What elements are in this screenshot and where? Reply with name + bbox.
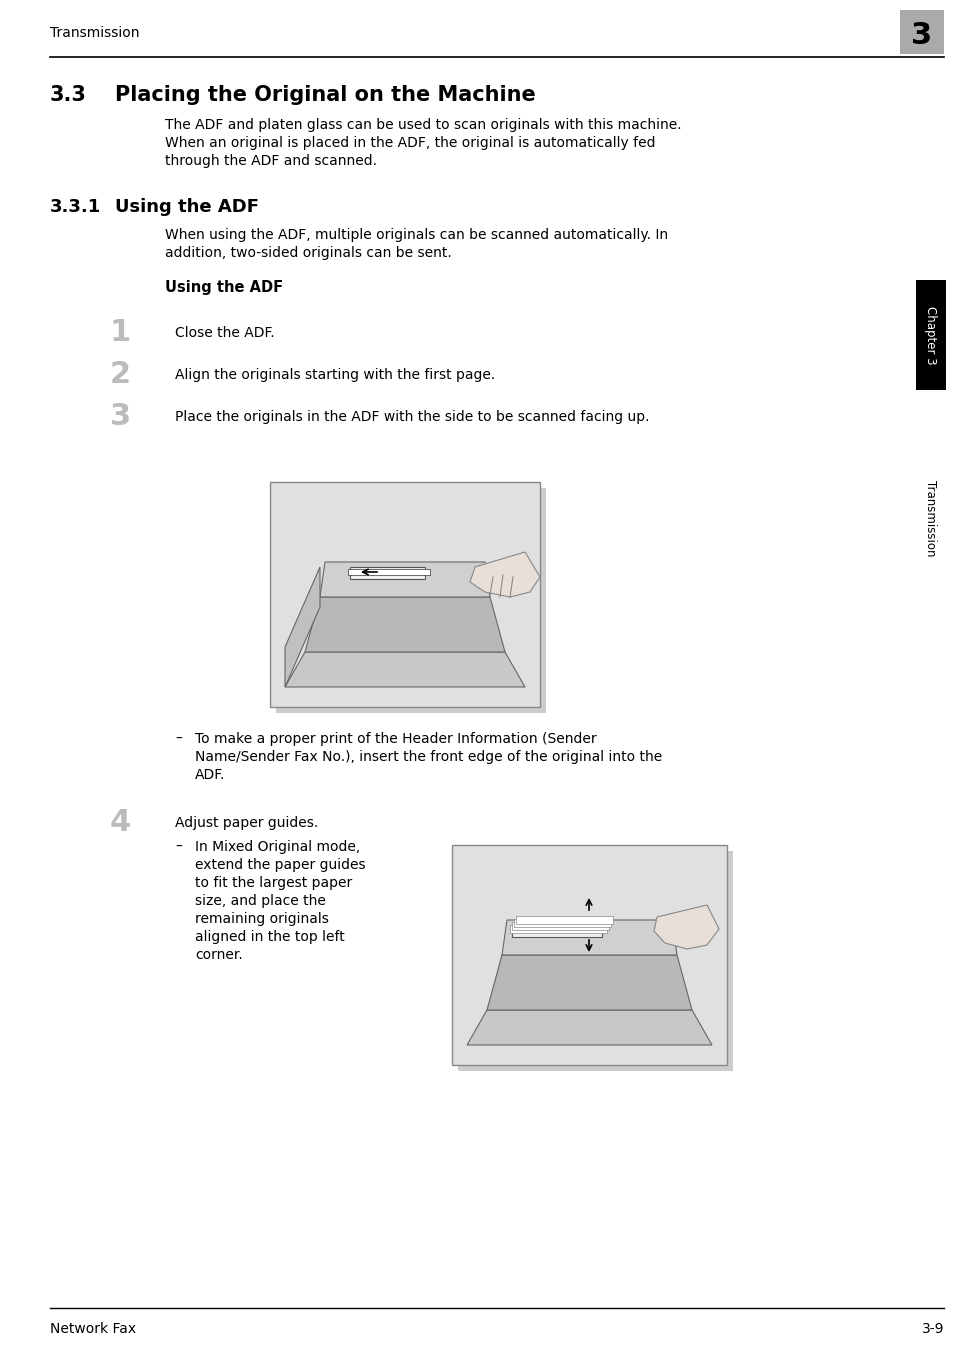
Bar — [452, 845, 726, 1065]
Polygon shape — [654, 904, 719, 949]
Text: 3: 3 — [910, 20, 932, 50]
Bar — [457, 850, 732, 1071]
Text: When an original is placed in the ADF, the original is automatically fed: When an original is placed in the ADF, t… — [165, 137, 655, 150]
Text: Close the ADF.: Close the ADF. — [174, 326, 274, 339]
Text: 3.3.1: 3.3.1 — [50, 197, 101, 216]
Bar — [915, 280, 945, 389]
Bar — [275, 488, 545, 713]
Text: addition, two-sided originals can be sent.: addition, two-sided originals can be sen… — [165, 246, 452, 260]
Text: 2: 2 — [110, 360, 131, 389]
Bar — [350, 566, 424, 579]
Text: through the ADF and scanned.: through the ADF and scanned. — [165, 154, 376, 168]
Text: Placing the Original on the Machine: Placing the Original on the Machine — [115, 85, 536, 105]
Polygon shape — [470, 552, 539, 598]
Text: Transmission: Transmission — [50, 26, 139, 41]
Text: Using the ADF: Using the ADF — [165, 280, 283, 295]
Polygon shape — [285, 566, 319, 687]
Polygon shape — [305, 598, 504, 652]
Polygon shape — [467, 1010, 711, 1045]
Text: ADF.: ADF. — [194, 768, 225, 781]
Text: remaining originals: remaining originals — [194, 913, 329, 926]
Text: size, and place the: size, and place the — [194, 894, 326, 909]
Polygon shape — [319, 562, 490, 598]
Polygon shape — [501, 919, 677, 955]
Text: Chapter 3: Chapter 3 — [923, 306, 937, 364]
Text: To make a proper print of the Header Information (Sender: To make a proper print of the Header Inf… — [194, 731, 596, 746]
Text: Adjust paper guides.: Adjust paper guides. — [174, 817, 318, 830]
Text: –: – — [174, 731, 182, 746]
Bar — [512, 925, 601, 937]
Polygon shape — [510, 925, 606, 933]
Polygon shape — [285, 652, 524, 687]
Text: to fit the largest paper: to fit the largest paper — [194, 876, 352, 890]
Polygon shape — [486, 955, 691, 1010]
Text: 4: 4 — [110, 808, 132, 837]
Text: 3.3: 3.3 — [50, 85, 87, 105]
Text: 3: 3 — [110, 402, 131, 431]
Text: When using the ADF, multiple originals can be scanned automatically. In: When using the ADF, multiple originals c… — [165, 228, 667, 242]
Bar — [270, 483, 539, 707]
Text: Place the originals in the ADF with the side to be scanned facing up.: Place the originals in the ADF with the … — [174, 410, 649, 425]
Text: Using the ADF: Using the ADF — [115, 197, 258, 216]
Polygon shape — [512, 922, 608, 930]
Polygon shape — [516, 917, 613, 923]
Text: extend the paper guides: extend the paper guides — [194, 859, 365, 872]
Text: Name/Sender Fax No.), insert the front edge of the original into the: Name/Sender Fax No.), insert the front e… — [194, 750, 661, 764]
Text: 3-9: 3-9 — [921, 1322, 943, 1336]
Text: In Mixed Original mode,: In Mixed Original mode, — [194, 840, 360, 854]
Text: 1: 1 — [110, 318, 132, 347]
Polygon shape — [348, 569, 430, 575]
Text: Transmission: Transmission — [923, 480, 937, 557]
Text: Align the originals starting with the first page.: Align the originals starting with the fi… — [174, 368, 495, 383]
Text: –: – — [174, 840, 182, 854]
Text: corner.: corner. — [194, 948, 242, 963]
Bar — [899, 9, 943, 54]
Text: The ADF and platen glass can be used to scan originals with this machine.: The ADF and platen glass can be used to … — [165, 118, 680, 132]
Text: Network Fax: Network Fax — [50, 1322, 136, 1336]
Text: aligned in the top left: aligned in the top left — [194, 930, 344, 944]
Polygon shape — [514, 919, 610, 927]
